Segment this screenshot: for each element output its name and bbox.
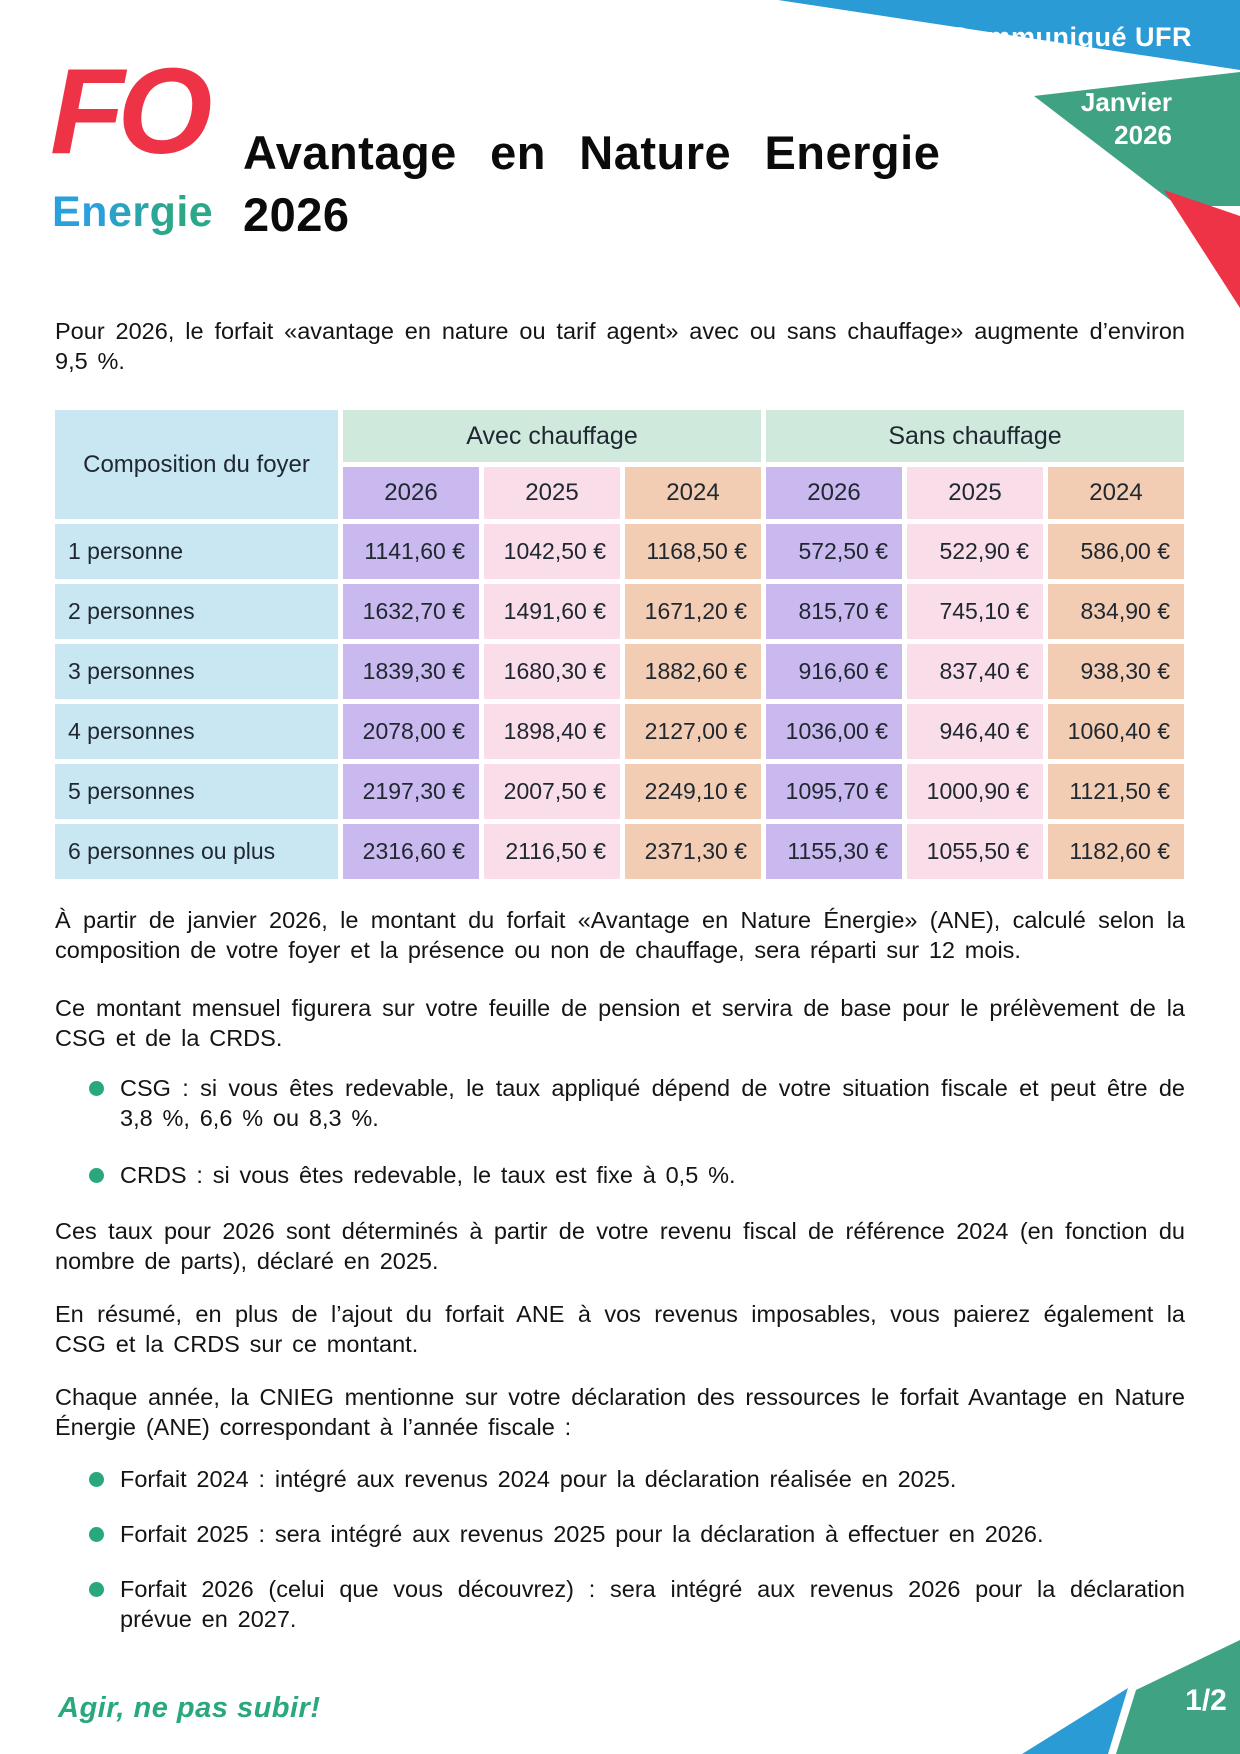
table-cell: 745,10 € <box>907 584 1043 639</box>
table-corner-header: Composition du foyer <box>55 410 338 519</box>
paragraph-cnieg: Chaque année, la CNIEG mentionne sur vot… <box>55 1384 1185 1440</box>
bullet-dot-icon <box>89 1472 104 1487</box>
fo-logo-energie: Energie <box>52 188 214 236</box>
bullet-dot-icon <box>89 1527 104 1542</box>
table-cell: 1155,30 € <box>766 824 902 879</box>
table-cell: 1121,50 € <box>1048 764 1184 819</box>
page-title-line2: 2026 <box>243 188 350 241</box>
table-row-label: 1 personne <box>55 524 338 579</box>
bullet-dot-icon <box>89 1582 104 1597</box>
paragraph-repartition: À partir de janvier 2026, le montant du … <box>55 907 1185 963</box>
paragraph-pension: Ce montant mensuel figurera sur votre fe… <box>55 995 1185 1051</box>
table-cell: 1055,50 € <box>907 824 1043 879</box>
table-cell: 815,70 € <box>766 584 902 639</box>
communique-badge: Communiqué UFR <box>949 22 1192 52</box>
top-red-triangle <box>1164 190 1240 308</box>
table-row-label: 5 personnes <box>55 764 338 819</box>
table-cell: 2197,30 € <box>343 764 479 819</box>
page-title: Avantage en Nature Energie 2026 <box>243 122 1033 246</box>
table-year-header: 2026 <box>766 467 902 519</box>
table-cell: 1839,30 € <box>343 644 479 699</box>
table-row-label: 2 personnes <box>55 584 338 639</box>
table-cell: 2316,60 € <box>343 824 479 879</box>
footer-slogan: Agir, ne pas subir! <box>58 1692 321 1724</box>
bullet-forfait-2026-text: Forfait 2026 (celui que vous découvrez) … <box>120 1576 1185 1632</box>
bullet-dot-icon <box>89 1168 104 1183</box>
table-row-label: 3 personnes <box>55 644 338 699</box>
bullet-dot-icon <box>89 1081 104 1096</box>
date-badge: Janvier 2026 <box>1042 86 1172 152</box>
table-cell: 1095,70 € <box>766 764 902 819</box>
bullet-forfait-2024: Forfait 2024 : intégré aux revenus 2024 … <box>55 1464 1185 1494</box>
table-cell: 2116,50 € <box>484 824 620 879</box>
table-cell: 1632,70 € <box>343 584 479 639</box>
date-month: Janvier <box>1080 87 1172 117</box>
table-year-header: 2025 <box>907 467 1043 519</box>
bullet-forfait-2025-text: Forfait 2025 : sera intégré aux revenus … <box>120 1521 1044 1547</box>
table-year-header: 2026 <box>343 467 479 519</box>
table-cell: 2078,00 € <box>343 704 479 759</box>
table-cell: 1036,00 € <box>766 704 902 759</box>
fo-logo: FO <box>50 43 212 179</box>
bullet-forfait-2025: Forfait 2025 : sera intégré aux revenus … <box>55 1519 1185 1549</box>
bullet-crds-text: CRDS : si vous êtes redevable, le taux e… <box>120 1162 736 1188</box>
table-cell: 837,40 € <box>907 644 1043 699</box>
paragraph-taux: Ces taux pour 2026 sont déterminés à par… <box>55 1218 1185 1274</box>
table-year-header: 2024 <box>1048 467 1184 519</box>
page-number: 1/2 <box>1185 1684 1227 1717</box>
table-cell: 1141,60 € <box>343 524 479 579</box>
table-row-label: 4 personnes <box>55 704 338 759</box>
table-cell: 1671,20 € <box>625 584 761 639</box>
bullet-csg-text: CSG : si vous êtes redevable, le taux ap… <box>120 1075 1185 1131</box>
table-cell: 572,50 € <box>766 524 902 579</box>
bullet-forfait-2026: Forfait 2026 (celui que vous découvrez) … <box>55 1574 1185 1634</box>
ane-table: Composition du foyer Avec chauffage Sans… <box>55 410 1184 879</box>
table-cell: 2249,10 € <box>625 764 761 819</box>
table-cell: 2007,50 € <box>484 764 620 819</box>
bullet-forfait-2024-text: Forfait 2024 : intégré aux revenus 2024 … <box>120 1466 957 1492</box>
table-cell: 834,90 € <box>1048 584 1184 639</box>
table-cell: 1182,60 € <box>1048 824 1184 879</box>
table-year-header: 2025 <box>484 467 620 519</box>
intro-paragraph: Pour 2026, le forfait «avantage en natur… <box>55 318 1185 374</box>
table-cell: 2371,30 € <box>625 824 761 879</box>
table-year-header: 2024 <box>625 467 761 519</box>
page-title-line1: Avantage en Nature Energie <box>243 126 941 179</box>
table-cell: 1680,30 € <box>484 644 620 699</box>
table-cell: 1042,50 € <box>484 524 620 579</box>
table-cell: 1898,40 € <box>484 704 620 759</box>
paragraph-resume: En résumé, en plus de l’ajout du forfait… <box>55 1301 1185 1357</box>
table-group-header-avec-chauffage: Avec chauffage <box>343 410 761 462</box>
table-group-header-sans-chauffage: Sans chauffage <box>766 410 1184 462</box>
table-cell: 586,00 € <box>1048 524 1184 579</box>
table-cell: 1491,60 € <box>484 584 620 639</box>
bullet-crds: CRDS : si vous êtes redevable, le taux e… <box>55 1160 1185 1190</box>
table-cell: 916,60 € <box>766 644 902 699</box>
table-row-label: 6 personnes ou plus <box>55 824 338 879</box>
table-cell: 2127,00 € <box>625 704 761 759</box>
table-cell: 1060,40 € <box>1048 704 1184 759</box>
date-year: 2026 <box>1114 120 1172 150</box>
table-cell: 946,40 € <box>907 704 1043 759</box>
table-cell: 1168,50 € <box>625 524 761 579</box>
table-cell: 1000,90 € <box>907 764 1043 819</box>
table-cell: 938,30 € <box>1048 644 1184 699</box>
table-cell: 1882,60 € <box>625 644 761 699</box>
table-cell: 522,90 € <box>907 524 1043 579</box>
bottom-blue-triangle <box>1022 1688 1128 1754</box>
bullet-csg: CSG : si vous êtes redevable, le taux ap… <box>55 1073 1185 1133</box>
